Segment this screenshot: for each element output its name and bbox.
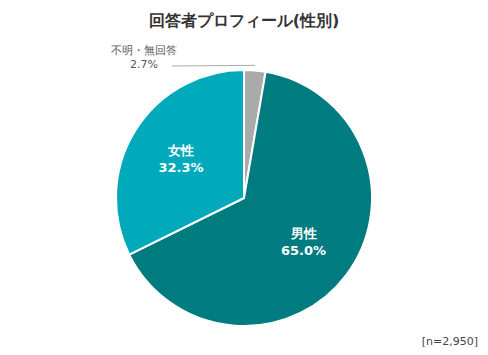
slice-value: 2.7% bbox=[130, 58, 158, 71]
slice-category: 男性 bbox=[290, 226, 317, 241]
title: 回答者プロフィール(性別) bbox=[149, 11, 340, 30]
pie-slice bbox=[116, 70, 244, 255]
leader-line bbox=[172, 65, 255, 67]
labels: 不明・無回答2.7% 男性 65.0% 女性 32.3% bbox=[111, 44, 326, 258]
background bbox=[0, 0, 488, 355]
note: [n=2,950] bbox=[422, 335, 478, 348]
slice-value: 32.3% bbox=[158, 160, 203, 175]
chart-container: 回答者プロフィール(性別) 不明・無回答2.7% 男性 65.0% 女性 32.3% [n=… bbox=[0, 0, 488, 355]
chart: 回答者プロフィール(性別) 不明・無回答2.7% 男性 65.0% 女性 32.3% [n=… bbox=[0, 0, 488, 355]
slices bbox=[116, 70, 372, 326]
slice-label: 不明・無回答2.7% bbox=[111, 44, 177, 71]
slice-label: 女性 32.3% bbox=[158, 143, 203, 175]
slice-label: 男性 65.0% bbox=[281, 226, 326, 258]
slice-value: 65.0% bbox=[281, 243, 326, 258]
slice-category: 不明・無回答 bbox=[111, 44, 177, 57]
slice-category: 女性 bbox=[167, 143, 194, 158]
